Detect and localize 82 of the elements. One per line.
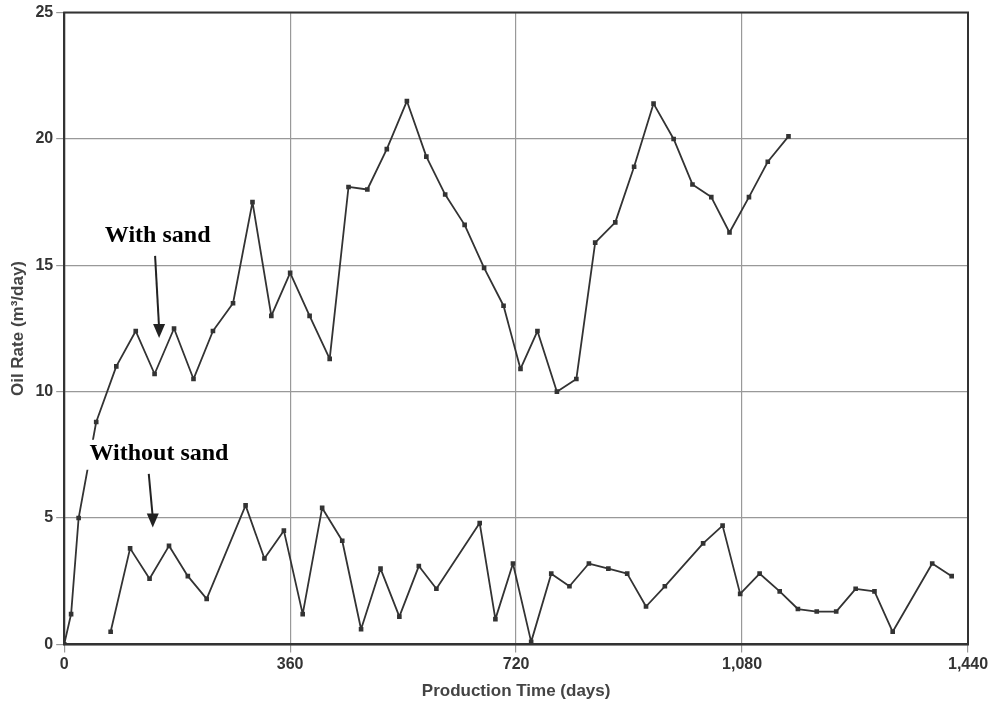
- point: [662, 583, 668, 589]
- point: [127, 546, 133, 551]
- point: [612, 220, 618, 225]
- point: [230, 300, 236, 306]
- point: [786, 134, 791, 139]
- point: [113, 364, 119, 369]
- y-tick-label: 20: [35, 129, 54, 147]
- point: [700, 541, 706, 546]
- point: [833, 609, 839, 614]
- point: [853, 586, 858, 592]
- point: [243, 503, 248, 508]
- y-tick-label: 5: [44, 508, 54, 526]
- point: [949, 573, 954, 579]
- point: [777, 589, 783, 594]
- point: [643, 604, 649, 609]
- x-tick-label: 1,440: [947, 655, 989, 673]
- point: [378, 566, 383, 571]
- y-tick-label: 15: [35, 255, 54, 273]
- point: [501, 303, 506, 309]
- point: [346, 184, 351, 190]
- x-tick-label: 1,080: [722, 655, 763, 673]
- point: [510, 561, 516, 566]
- x-tick-label: 720: [502, 655, 530, 673]
- point: [108, 629, 113, 635]
- point: [397, 614, 402, 619]
- point: [442, 192, 448, 197]
- x-axis-title: Production Time (days): [421, 681, 611, 701]
- point: [765, 159, 771, 165]
- point: [434, 586, 439, 592]
- y-tick-label: 10: [35, 382, 54, 400]
- point: [606, 566, 611, 571]
- point: [76, 515, 81, 521]
- point: [365, 187, 370, 192]
- point: [384, 146, 390, 152]
- point: [929, 561, 935, 566]
- point: [518, 366, 523, 372]
- annotation: With sand: [104, 221, 212, 248]
- point: [720, 523, 725, 528]
- point: [93, 419, 99, 425]
- point: [191, 376, 196, 382]
- point: [872, 589, 877, 594]
- point: [890, 629, 895, 635]
- point: [535, 328, 540, 334]
- y-axis-title: Oil Rate (m³/day): [7, 260, 27, 397]
- x-tick-label: 0: [59, 655, 69, 673]
- point: [327, 356, 332, 362]
- y-tick-label: 0: [44, 634, 54, 652]
- point: [204, 596, 209, 602]
- point: [651, 101, 656, 106]
- point: [690, 182, 695, 187]
- point: [462, 222, 467, 228]
- point: [171, 326, 177, 331]
- point: [567, 583, 572, 589]
- point: [727, 230, 732, 235]
- point: [586, 561, 592, 566]
- point: [624, 571, 630, 576]
- point: [147, 576, 152, 582]
- point: [708, 194, 714, 200]
- point: [671, 136, 676, 142]
- point: [477, 520, 483, 526]
- point: [300, 611, 306, 617]
- point: [493, 616, 498, 622]
- point: [307, 313, 312, 319]
- y-tick-label: 25: [35, 3, 54, 21]
- point: [262, 556, 267, 561]
- point: [554, 389, 560, 394]
- point: [548, 571, 554, 576]
- point: [358, 626, 364, 632]
- point: [814, 609, 820, 614]
- point: [592, 240, 598, 245]
- point: [757, 571, 762, 576]
- point: [281, 528, 287, 533]
- point: [250, 199, 255, 205]
- point: [152, 371, 157, 377]
- point: [133, 328, 139, 334]
- point: [574, 376, 579, 382]
- point: [269, 313, 274, 319]
- annotation: Without sand: [89, 439, 230, 466]
- x-tick-label: 360: [276, 655, 304, 673]
- point: [424, 154, 429, 159]
- point: [631, 164, 637, 170]
- point: [339, 538, 345, 544]
